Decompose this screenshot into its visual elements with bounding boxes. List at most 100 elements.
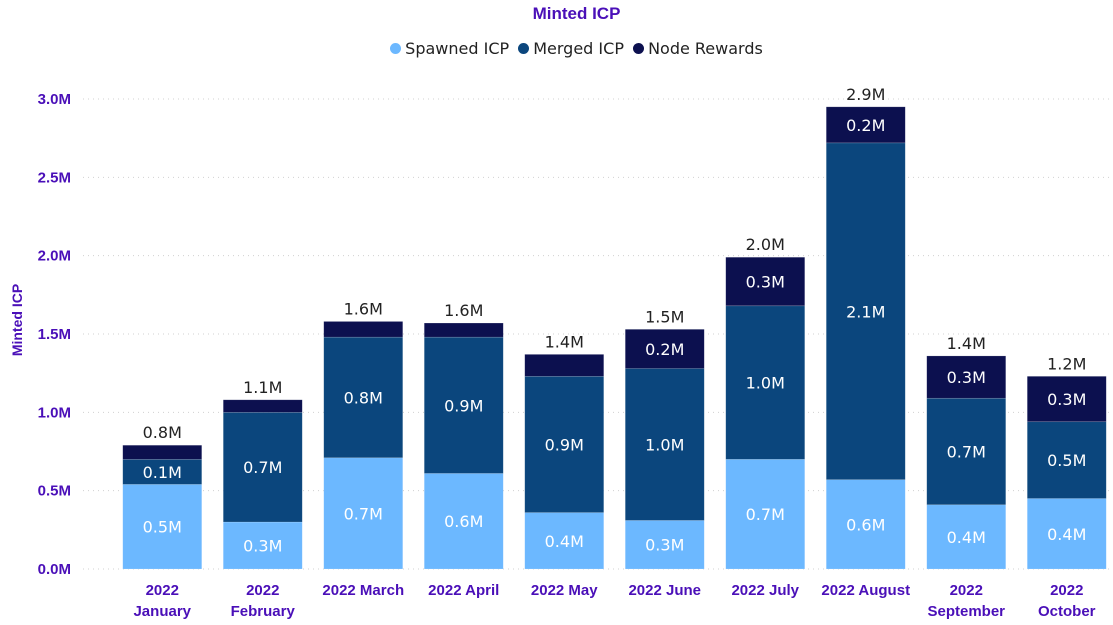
bar-stack[interactable]: 0.7M 1.0M 0.3M 2.0M bbox=[725, 235, 806, 570]
data-label-merged: 2.1M bbox=[846, 302, 885, 321]
bar-segment-node-rewards[interactable] bbox=[825, 106, 906, 144]
bar-segment-merged[interactable] bbox=[926, 397, 1007, 506]
total-label: 1.4M bbox=[545, 332, 584, 351]
data-label-merged: 1.0M bbox=[645, 435, 684, 454]
data-label-node-rewards: 0.3M bbox=[746, 273, 785, 292]
data-label-spawned: 0.3M bbox=[645, 536, 684, 555]
data-label-merged: 0.7M bbox=[243, 458, 282, 477]
legend-item-node-rewards[interactable]: Node Rewards bbox=[633, 39, 763, 58]
legend-label-merged: Merged ICP bbox=[533, 39, 624, 58]
data-label-node-rewards: 0.2M bbox=[846, 116, 885, 135]
bar-stack[interactable]: 0.5M 0.1M 0.8M bbox=[122, 423, 203, 570]
x-tick-label: 2022 May bbox=[531, 582, 598, 599]
x-tick-label: 2022 July bbox=[731, 582, 799, 599]
bar-stack[interactable]: 0.3M 1.0M 0.2M 1.5M bbox=[624, 307, 705, 570]
bar-segment-merged[interactable] bbox=[524, 375, 605, 513]
data-label-spawned: 0.4M bbox=[1047, 525, 1086, 544]
bar-segment-spawned[interactable] bbox=[423, 473, 504, 570]
data-label-spawned: 0.6M bbox=[846, 515, 885, 534]
bar-stack[interactable]: 0.3M 0.7M 1.1M bbox=[222, 378, 303, 570]
bars: 0.5M0.1M0.8M0.3M0.7M1.1M0.7M0.8M1.6M0.6M… bbox=[122, 85, 1107, 570]
bar-segment-node-rewards[interactable] bbox=[926, 355, 1007, 399]
data-label-spawned: 0.7M bbox=[746, 505, 785, 524]
x-axis: 2022 January 2022 February 2022 March 2022 Ap… bbox=[133, 582, 1095, 620]
data-label-merged: 0.9M bbox=[444, 396, 483, 415]
bar-segment-node-rewards[interactable] bbox=[122, 444, 203, 460]
bar-stack[interactable]: 0.4M 0.7M 0.3M 1.4M bbox=[926, 334, 1007, 570]
data-label-merged: 1.0M bbox=[746, 374, 785, 393]
data-label-spawned: 0.4M bbox=[947, 528, 986, 547]
total-label: 1.6M bbox=[444, 301, 483, 320]
bar-segment-spawned[interactable] bbox=[524, 512, 605, 570]
bar-segment-node-rewards[interactable] bbox=[423, 322, 504, 338]
bar-segment-node-rewards[interactable] bbox=[1026, 375, 1107, 423]
y-axis: 0.0M 0.5M 1.0M 1.5M 2.0M 2.5M 3.0M bbox=[38, 91, 71, 578]
bar-segment-spawned[interactable] bbox=[725, 459, 806, 570]
legend-item-merged[interactable]: Merged ICP bbox=[518, 39, 624, 58]
chart-title: Minted ICP bbox=[532, 4, 621, 23]
x-tick-label: 2022 March bbox=[322, 582, 404, 599]
y-tick-label: 3.0M bbox=[38, 91, 71, 108]
bar-stack[interactable]: 0.6M 2.1M 0.2M 2.9M bbox=[825, 85, 906, 570]
data-label-node-rewards: 0.3M bbox=[1047, 390, 1086, 409]
legend-marker-node-rewards-icon bbox=[633, 43, 645, 54]
data-label-spawned: 0.3M bbox=[243, 537, 282, 556]
y-tick-label: 1.0M bbox=[38, 404, 71, 421]
bar-segment-spawned[interactable] bbox=[222, 521, 303, 570]
x-tick-label: 2022 August bbox=[821, 582, 910, 599]
x-tick-label: February bbox=[231, 603, 296, 620]
bar-segment-spawned[interactable] bbox=[926, 504, 1007, 570]
y-tick-label: 2.5M bbox=[38, 169, 71, 186]
data-label-merged: 0.8M bbox=[344, 388, 383, 407]
y-axis-title: Minted ICP bbox=[9, 284, 25, 356]
x-tick-label: 2022 bbox=[146, 582, 179, 599]
y-tick-label: 0.0M bbox=[38, 561, 71, 578]
total-label: 1.1M bbox=[243, 378, 282, 397]
bar-segment-spawned[interactable] bbox=[624, 520, 705, 570]
legend-marker-merged-icon bbox=[518, 43, 530, 54]
bar-stack[interactable]: 0.6M 0.9M 1.6M bbox=[423, 301, 504, 570]
total-label: 1.4M bbox=[947, 334, 986, 353]
bar-segment-node-rewards[interactable] bbox=[624, 328, 705, 369]
legend-item-spawned[interactable]: Spawned ICP bbox=[390, 39, 509, 58]
bar-segment-spawned[interactable] bbox=[1026, 498, 1107, 570]
x-tick-label: October bbox=[1038, 603, 1096, 620]
x-tick-label: January bbox=[133, 603, 191, 620]
bar-stack[interactable]: 0.4M 0.5M 0.3M 1.2M bbox=[1026, 354, 1107, 570]
x-tick-label: 2022 bbox=[950, 582, 983, 599]
data-label-spawned: 0.4M bbox=[545, 532, 584, 551]
bar-segment-merged[interactable] bbox=[122, 459, 203, 485]
bar-segment-node-rewards[interactable] bbox=[222, 399, 303, 413]
legend: Spawned ICP Merged ICP Node Rewards bbox=[0, 39, 1113, 58]
legend-marker-spawned-icon bbox=[390, 43, 402, 54]
bar-segment-node-rewards[interactable] bbox=[725, 256, 806, 307]
total-label: 1.5M bbox=[645, 307, 684, 326]
data-label-spawned: 0.6M bbox=[444, 512, 483, 531]
data-label-node-rewards: 0.3M bbox=[947, 368, 986, 387]
data-label-node-rewards: 0.2M bbox=[645, 340, 684, 359]
y-tick-label: 0.5M bbox=[38, 483, 71, 500]
bar-segment-merged[interactable] bbox=[624, 368, 705, 521]
bar-segment-merged[interactable] bbox=[323, 336, 404, 459]
bar-segment-merged[interactable] bbox=[423, 336, 504, 474]
bar-segment-merged[interactable] bbox=[825, 142, 906, 481]
data-label-merged: 0.9M bbox=[545, 435, 584, 454]
data-label-merged: 0.5M bbox=[1047, 451, 1086, 470]
bar-segment-node-rewards[interactable] bbox=[323, 321, 404, 338]
bar-stack[interactable]: 0.4M 0.9M 1.4M bbox=[524, 332, 605, 570]
bar-segment-spawned[interactable] bbox=[323, 457, 404, 570]
bar-segment-node-rewards[interactable] bbox=[524, 354, 605, 377]
bar-segment-merged[interactable] bbox=[222, 412, 303, 523]
bar-segment-merged[interactable] bbox=[1026, 421, 1107, 499]
legend-label-spawned: Spawned ICP bbox=[405, 39, 510, 58]
x-tick-label: September bbox=[927, 603, 1005, 620]
bar-segment-spawned[interactable] bbox=[825, 479, 906, 570]
x-tick-label: 2022 bbox=[1050, 582, 1083, 599]
y-tick-label: 1.5M bbox=[38, 326, 71, 343]
x-tick-label: 2022 bbox=[246, 582, 279, 599]
bar-stack[interactable]: 0.7M 0.8M 1.6M bbox=[323, 299, 404, 570]
data-label-merged: 0.1M bbox=[143, 463, 182, 482]
x-tick-label: 2022 April bbox=[428, 582, 499, 599]
y-tick-label: 2.0M bbox=[38, 248, 71, 265]
